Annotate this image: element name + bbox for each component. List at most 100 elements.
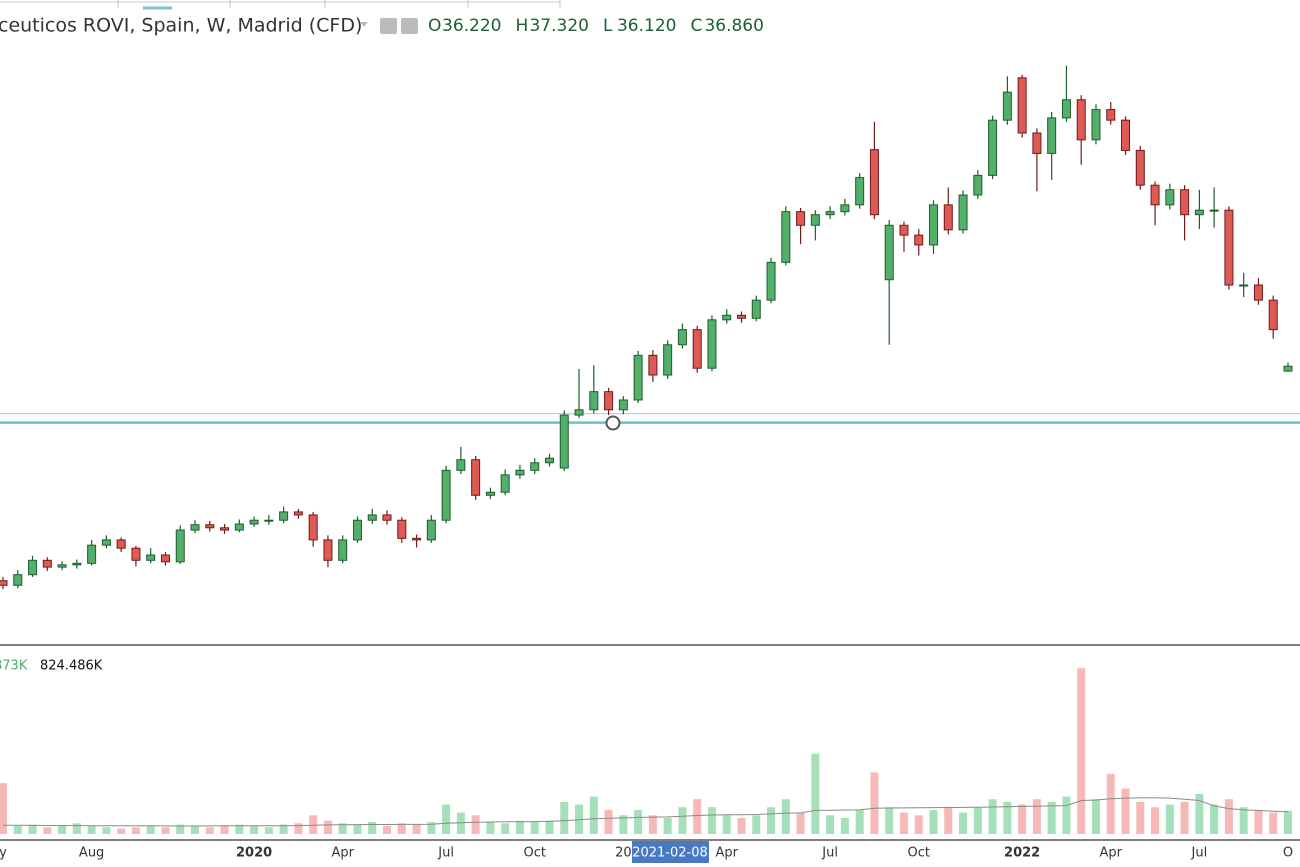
candle-body	[101, 539, 111, 546]
candle-body	[899, 224, 909, 236]
x-tick-label: O	[1283, 846, 1293, 861]
volume-bar	[1136, 801, 1145, 834]
candle-body	[308, 514, 318, 541]
candle-body	[855, 177, 865, 206]
candle-body	[279, 511, 289, 521]
candle-body	[1047, 117, 1057, 154]
symbol-title: ceuticos ROVI, Spain, W, Madrid (CFD)	[0, 15, 362, 37]
candle-body	[456, 459, 466, 471]
crosshair-label-box	[632, 841, 709, 863]
volume-bar	[117, 828, 126, 834]
candle-body	[87, 544, 97, 564]
volume-bar	[250, 825, 259, 834]
volume-bar	[501, 823, 510, 834]
x-tick-label: Oct	[907, 846, 929, 861]
candle-body	[352, 519, 362, 541]
candle-body	[766, 261, 776, 301]
candle-body	[1076, 99, 1086, 141]
volume-bar	[412, 824, 421, 834]
volume-bar	[634, 809, 643, 834]
candle-body	[633, 354, 643, 401]
volume-bar	[678, 807, 687, 834]
volume-bar	[279, 824, 288, 834]
candle-body	[943, 204, 953, 231]
candle-body	[293, 511, 303, 516]
candle-body	[929, 204, 939, 246]
volume-bar	[87, 825, 96, 834]
volume-bar	[1032, 799, 1041, 834]
candle-body	[412, 537, 422, 541]
volume-bar	[530, 821, 539, 834]
volume-bar	[1195, 793, 1204, 834]
volume-bar	[1047, 801, 1056, 834]
x-tick-label: Jul	[1191, 846, 1208, 861]
candle-body	[515, 469, 525, 476]
candle-body	[1268, 299, 1278, 331]
candle-body	[781, 211, 791, 263]
candle-body	[825, 211, 835, 216]
candle-body	[72, 562, 82, 566]
volume-bar	[752, 815, 761, 834]
candle-body	[57, 564, 67, 568]
volume-bar	[264, 827, 273, 834]
x-tick-label: Jul	[437, 846, 454, 861]
volume-bar	[826, 815, 835, 834]
candle-body	[338, 539, 348, 561]
candle-body	[1032, 132, 1042, 154]
candle-body	[737, 314, 746, 319]
candle-body	[648, 354, 658, 376]
legend-value: 36.220	[442, 16, 501, 36]
volume-ma-line	[2, 797, 1289, 827]
candle-body	[382, 514, 392, 521]
crosshair-point	[605, 415, 621, 431]
candle-body	[544, 457, 554, 464]
volume-bar	[220, 825, 229, 834]
candle-body	[160, 554, 170, 563]
candle-body	[722, 314, 732, 321]
volume-bar	[323, 820, 332, 834]
volume-bar	[870, 772, 879, 834]
volume-bar	[1210, 804, 1219, 834]
candle-body	[751, 299, 761, 319]
candle-body	[1150, 184, 1160, 206]
volume-bar	[28, 824, 37, 834]
volume-bar	[13, 825, 22, 834]
legend-name: O	[428, 16, 441, 36]
volume-bar	[737, 817, 746, 834]
x-tick-label: 2020	[236, 846, 272, 861]
candle-body	[1253, 284, 1263, 301]
volume-bar	[796, 812, 805, 834]
volume-bar	[294, 823, 303, 834]
candle-body	[500, 474, 510, 493]
candle-body	[973, 174, 983, 196]
volume-bar	[988, 799, 997, 834]
candle-body	[677, 329, 687, 346]
header-icons	[360, 18, 418, 34]
volume-bar	[338, 823, 347, 834]
volume-bar	[72, 823, 81, 834]
volume-bar	[205, 827, 214, 834]
volume-bar	[191, 825, 200, 834]
volume-bar	[58, 825, 67, 834]
candle-body	[810, 214, 820, 226]
candle-body	[1135, 149, 1145, 186]
candle-body	[426, 519, 436, 541]
candle-body	[1283, 365, 1293, 372]
candle-body	[190, 524, 200, 531]
candle-body	[0, 580, 8, 586]
volume-bar	[973, 807, 982, 834]
candle-body	[1239, 284, 1249, 287]
candle-body	[559, 414, 569, 469]
volume-bar	[840, 817, 849, 834]
candle-body	[42, 559, 52, 568]
volume-bar	[1224, 799, 1233, 834]
candle-body	[264, 519, 274, 522]
volume-bar	[1180, 801, 1189, 834]
volume-bar	[176, 824, 185, 834]
volume-bar	[353, 824, 362, 834]
legend-name: H	[515, 16, 528, 36]
candle-body	[692, 329, 702, 369]
volume-bar	[604, 809, 613, 834]
x-tick-label: 2022	[1004, 846, 1040, 861]
candle-body	[1017, 77, 1027, 134]
